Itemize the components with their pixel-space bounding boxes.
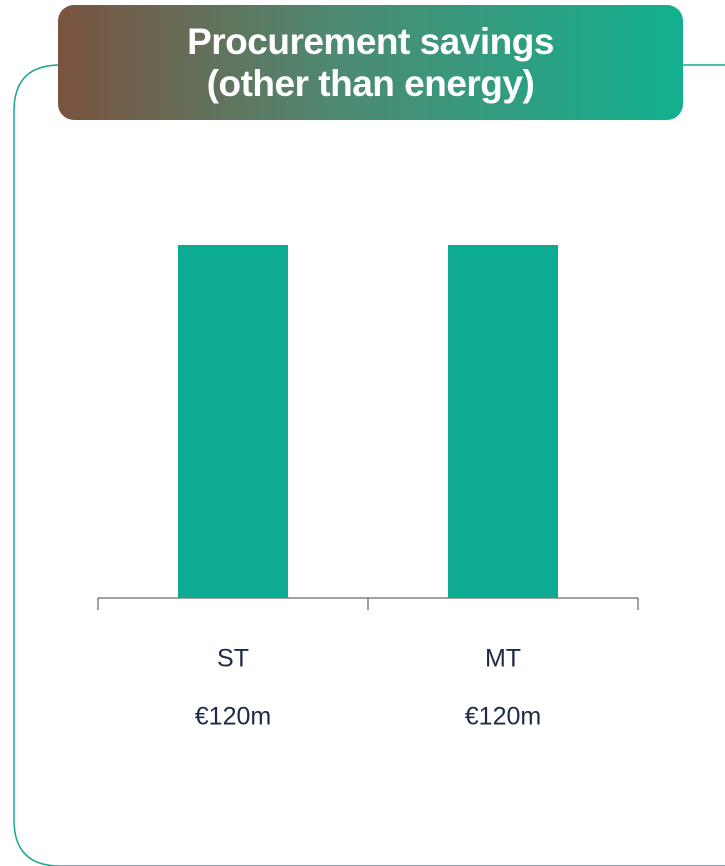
value-label: €120m xyxy=(195,703,271,731)
x-tick-label: ST xyxy=(217,645,249,673)
chart-title: Procurement savings (other than energy) xyxy=(187,20,554,104)
bar xyxy=(178,245,288,598)
frame xyxy=(13,64,725,866)
bar xyxy=(448,245,558,598)
x-tick-label: MT xyxy=(485,645,521,673)
title-banner: Procurement savings (other than energy) xyxy=(58,5,683,120)
value-label: €120m xyxy=(465,703,541,731)
